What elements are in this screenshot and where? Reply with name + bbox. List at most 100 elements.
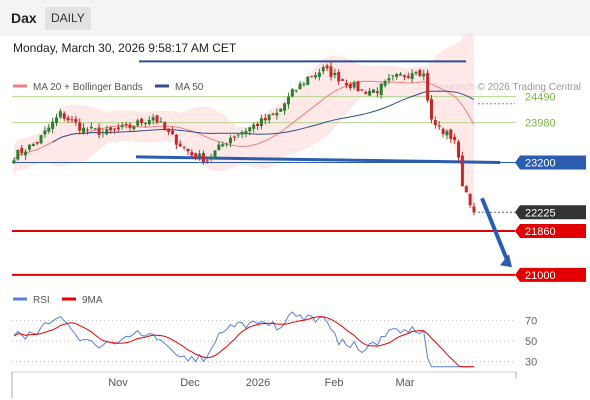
- candle-body: [286, 96, 290, 105]
- candle-body: [329, 66, 333, 77]
- legend-ma50-label: MA 50: [175, 82, 204, 93]
- candle-body: [406, 76, 410, 78]
- candle-body: [360, 89, 364, 91]
- candle-body: [317, 72, 321, 78]
- candle-body: [402, 75, 406, 77]
- candle-body: [31, 144, 35, 147]
- candle-body: [240, 131, 244, 135]
- candle-body: [70, 119, 74, 121]
- candle-body: [429, 99, 433, 120]
- candle-body: [232, 136, 236, 138]
- candle-body: [468, 193, 472, 206]
- candle-body: [464, 186, 468, 192]
- level-tag-21860-text: 21860: [525, 226, 556, 238]
- candle-body: [74, 118, 78, 123]
- timeframe-button[interactable]: DAILY: [45, 7, 91, 30]
- rsi-line: [13, 311, 474, 368]
- legend-9ma-label: 9MA: [82, 295, 103, 306]
- candle-body: [190, 152, 194, 156]
- candle-body: [47, 127, 51, 132]
- candle-body: [383, 80, 387, 86]
- candle-body: [422, 73, 426, 77]
- candle-body: [101, 132, 105, 134]
- x-tick-1: Dec: [180, 377, 200, 389]
- candle-body: [310, 76, 314, 78]
- candle-body: [159, 121, 163, 123]
- candle-body: [78, 122, 82, 131]
- candle-body: [256, 123, 260, 127]
- level-tag-21860-bg: [515, 223, 586, 238]
- candle-body: [337, 72, 341, 82]
- rsi-9ma-line: [13, 316, 474, 368]
- candle-body: [418, 69, 422, 76]
- candle-body: [105, 129, 109, 135]
- ma20-line: [13, 80, 475, 161]
- candle-body: [259, 118, 263, 126]
- candle-body: [414, 72, 418, 74]
- candle-body: [325, 65, 329, 69]
- candle-body: [62, 113, 66, 119]
- candle-body: [236, 134, 240, 136]
- candle-body: [174, 134, 178, 145]
- level-tag-22225-text: 22225: [525, 207, 556, 219]
- ma50-line: [52, 90, 475, 143]
- x-tick-3: Feb: [325, 377, 344, 389]
- candle-body: [368, 90, 372, 96]
- candle-body: [445, 130, 449, 136]
- candle-body: [271, 113, 275, 115]
- candle-body: [51, 121, 55, 129]
- candle-body: [109, 127, 113, 131]
- candle-body: [39, 135, 43, 144]
- candle-body: [143, 122, 147, 124]
- candle-body: [302, 83, 306, 85]
- level-label-24490: 24490: [525, 92, 556, 104]
- candle-body: [460, 155, 464, 187]
- candle-body: [186, 148, 190, 152]
- legend-rsi-label: RSI: [33, 295, 50, 306]
- candle-body: [66, 117, 70, 121]
- candle-body: [113, 128, 117, 130]
- candle-body: [395, 73, 399, 77]
- candle-body: [24, 151, 28, 156]
- candle-body: [198, 153, 202, 157]
- candle-body: [449, 129, 453, 139]
- credit-label: Research © 2026 Trading Central: [432, 82, 581, 93]
- candle-body: [225, 143, 229, 145]
- candle-body: [20, 147, 24, 154]
- rsi-tick-70: 70: [525, 315, 537, 327]
- channel-low-line: [135, 155, 501, 164]
- candle-body: [283, 103, 287, 111]
- candle-body: [314, 75, 318, 78]
- candle-body: [453, 136, 457, 141]
- candle-body: [248, 127, 252, 132]
- level-tag-23200-text: 23200: [525, 158, 556, 170]
- candle-body: [275, 112, 279, 116]
- candle-body: [151, 117, 155, 121]
- candle-body: [472, 206, 476, 213]
- projection-arrow-head: [500, 254, 512, 268]
- candle-body: [298, 83, 302, 90]
- candle-body: [170, 130, 174, 135]
- candle-body: [364, 91, 368, 94]
- candle-body: [35, 141, 39, 144]
- rsi-tick-30: 30: [525, 357, 537, 369]
- legend-ma20-label: MA 20 + Bollinger Bands: [33, 82, 143, 93]
- candle-body: [371, 89, 375, 93]
- candle-body: [178, 143, 182, 147]
- candle-body: [209, 157, 213, 159]
- candle-body: [441, 128, 445, 135]
- candle-body: [58, 111, 62, 118]
- candle-body: [89, 126, 93, 129]
- candle-body: [433, 120, 437, 126]
- level-label-23980: 23980: [525, 118, 556, 130]
- symbol-title: Dax: [11, 10, 37, 26]
- candle-body: [426, 72, 430, 101]
- candle-body: [147, 119, 151, 125]
- candle-body: [356, 81, 360, 92]
- candle-body: [267, 114, 271, 121]
- x-tick-0: Nov: [108, 377, 128, 389]
- candle-body: [97, 127, 101, 135]
- level-tag-21000-text: 21000: [525, 270, 556, 282]
